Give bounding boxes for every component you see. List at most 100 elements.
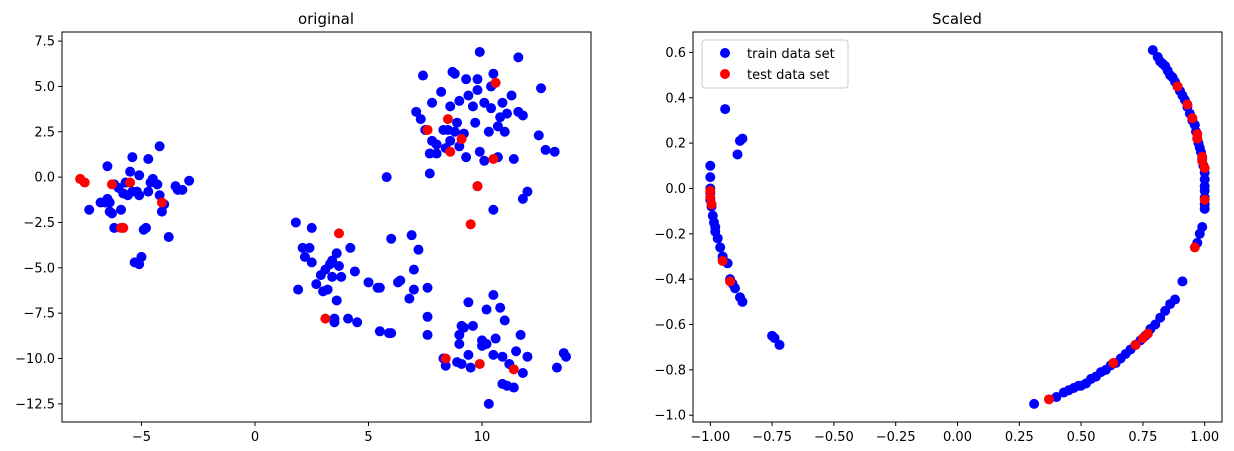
y-tick-label-scaled: −0.2 xyxy=(654,227,686,242)
test-point-scaled xyxy=(1172,81,1183,92)
train-point-original xyxy=(143,186,154,197)
points-scaled xyxy=(705,45,1210,409)
train-point-original xyxy=(349,266,360,277)
test-point-scaled xyxy=(1182,99,1193,110)
train-point-original xyxy=(486,103,497,114)
train-point-original xyxy=(408,284,419,295)
train-point-original xyxy=(513,52,524,63)
train-point-original xyxy=(327,271,338,282)
train-point-original xyxy=(352,317,363,328)
train-point-original xyxy=(336,271,347,282)
test-point-original xyxy=(320,313,331,324)
train-point-scaled xyxy=(705,160,716,171)
train-point-original xyxy=(290,217,301,228)
train-point-original xyxy=(515,329,526,340)
legend: train data set test data set xyxy=(701,39,849,89)
y-tick-label-original: −10.0 xyxy=(15,352,55,367)
chart-title-scaled: Scaled xyxy=(932,10,982,28)
test-point-scaled xyxy=(717,256,728,267)
axes-ticks-scaled: −1.00 −0.75 −0.50 −0.25 0.00 0.25 0.50 0.75 1.00… xyxy=(654,46,1219,445)
train-point-original xyxy=(422,282,433,293)
test-point-original xyxy=(488,153,499,164)
train-point-original xyxy=(136,251,147,262)
train-point-original xyxy=(445,101,456,112)
train-point-original xyxy=(458,322,469,333)
y-tick-label-scaled: 0.2 xyxy=(665,137,686,152)
y-tick-label-original: 2.5 xyxy=(34,125,55,140)
train-point-original xyxy=(551,362,562,373)
train-point-original xyxy=(327,255,338,266)
train-point-original xyxy=(440,360,451,371)
x-tick-label-original: −5 xyxy=(132,430,151,445)
train-point-original xyxy=(299,251,310,262)
train-point-original xyxy=(127,152,138,163)
train-point-original xyxy=(311,279,322,290)
train-point-original xyxy=(125,166,136,177)
train-point-original xyxy=(461,74,472,85)
legend-marker-train xyxy=(720,48,730,58)
train-point-original xyxy=(104,197,115,208)
train-point-original xyxy=(522,186,533,197)
train-point-original xyxy=(501,108,512,119)
train-point-original xyxy=(102,161,113,172)
test-point-original xyxy=(422,124,433,135)
subplot-original: original −5 0 5 107.55.02.50.0−2.5−5.0−7.5−… xyxy=(15,10,592,445)
train-point-scaled xyxy=(1199,203,1210,214)
train-point-original xyxy=(461,152,472,163)
train-point-original xyxy=(184,175,195,186)
y-tick-label-scaled: 0.0 xyxy=(665,182,686,197)
train-point-original xyxy=(422,329,433,340)
train-point-original xyxy=(454,329,465,340)
train-point-original xyxy=(495,302,506,313)
train-point-scaled xyxy=(720,104,731,115)
train-point-original xyxy=(404,293,415,304)
test-point-original xyxy=(456,134,467,145)
y-tick-label-original: −2.5 xyxy=(23,216,55,231)
train-point-original xyxy=(497,351,508,362)
train-point-original xyxy=(177,184,188,195)
y-tick-label-scaled: −0.6 xyxy=(654,318,686,333)
x-tick-label-scaled: 1.00 xyxy=(1190,430,1219,445)
train-point-original xyxy=(424,168,435,179)
train-point-original xyxy=(406,230,417,241)
train-point-original xyxy=(472,85,483,96)
y-tick-label-original: 7.5 xyxy=(34,35,55,50)
train-point-original xyxy=(395,275,406,286)
train-point-original xyxy=(445,135,456,146)
train-point-scaled xyxy=(715,242,726,253)
train-point-original xyxy=(517,368,528,379)
test-point-scaled xyxy=(725,276,736,287)
train-point-original xyxy=(154,141,165,152)
train-point-original xyxy=(449,68,460,79)
train-point-original xyxy=(106,208,117,219)
train-point-original xyxy=(506,90,517,101)
train-point-original xyxy=(417,70,428,81)
test-point-original xyxy=(79,177,90,188)
train-point-original xyxy=(456,358,467,369)
legend-frame xyxy=(701,39,849,89)
x-tick-label-original: 5 xyxy=(364,430,372,445)
train-point-original xyxy=(374,282,385,293)
train-point-original xyxy=(488,204,499,215)
train-point-original xyxy=(304,242,315,253)
train-point-original xyxy=(467,320,478,331)
train-point-original xyxy=(479,155,490,166)
subplot-scaled: Scaled −1.00 −0.75 −0.50 −0.25 0.00 0.25 0.50 0… xyxy=(654,10,1223,445)
test-point-scaled xyxy=(706,199,717,210)
train-point-original xyxy=(488,290,499,301)
y-tick-label-original: −7.5 xyxy=(23,307,55,322)
train-point-original xyxy=(141,222,152,233)
train-point-original xyxy=(481,339,492,349)
train-point-original xyxy=(381,172,392,183)
train-point-original xyxy=(463,349,474,360)
train-point-original xyxy=(561,351,572,362)
legend-label-test: test data set xyxy=(747,68,829,83)
x-tick-label-scaled: −1.00 xyxy=(690,430,730,445)
train-point-original xyxy=(431,148,442,159)
x-tick-label-scaled: −0.25 xyxy=(876,430,916,445)
train-point-original xyxy=(508,153,519,164)
test-point-original xyxy=(440,353,451,364)
train-point-original xyxy=(386,328,397,339)
train-point-original xyxy=(467,101,478,112)
y-tick-label-original: 5.0 xyxy=(34,80,55,95)
